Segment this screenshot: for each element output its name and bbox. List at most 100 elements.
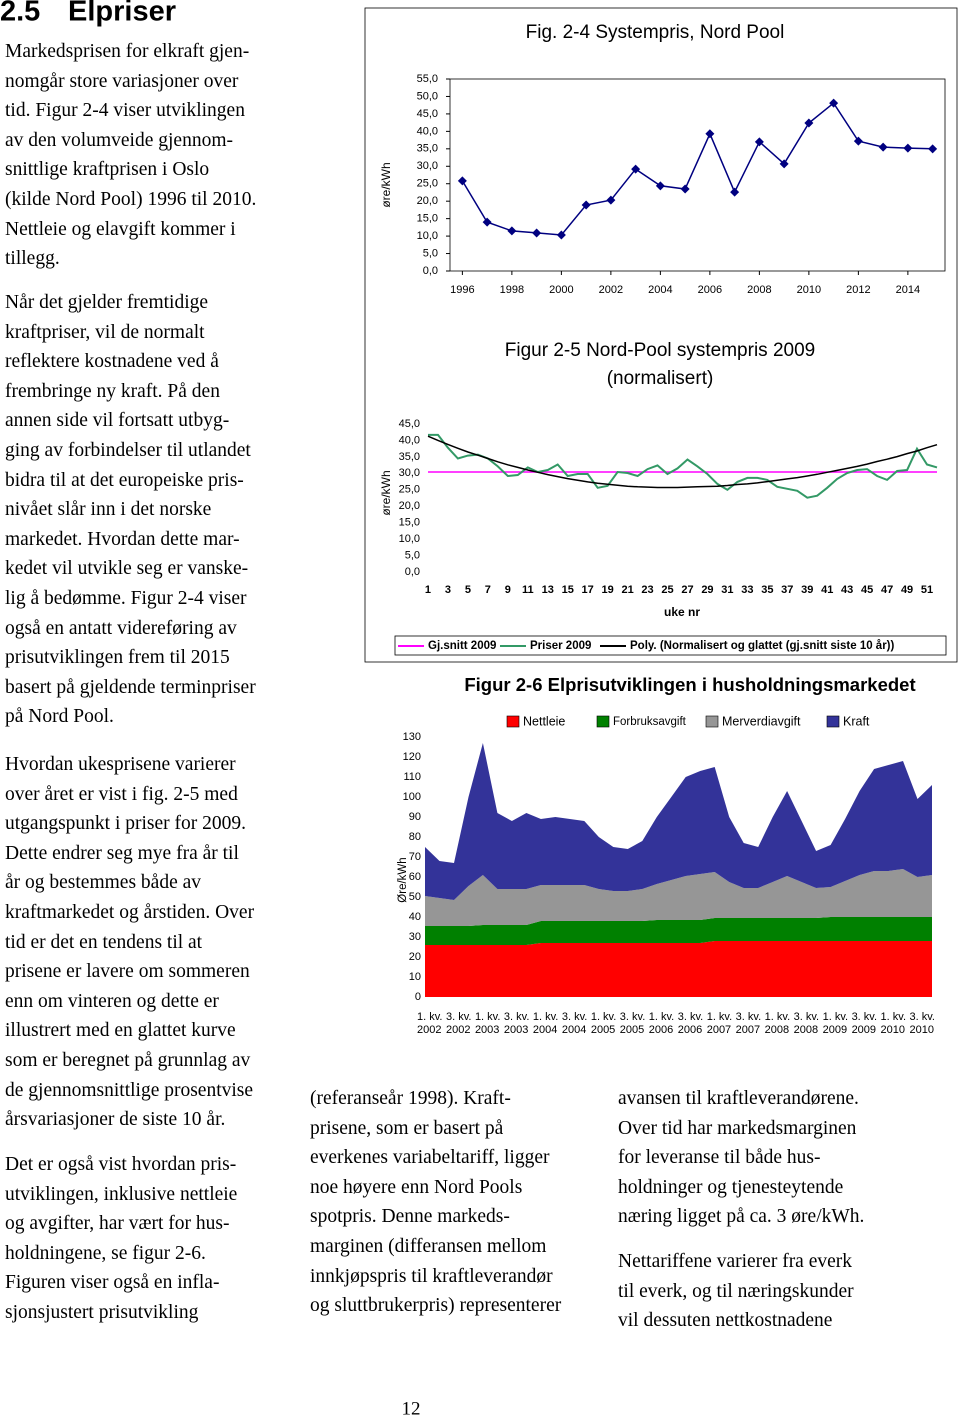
text-line: sjonsjustert prisutvikling bbox=[5, 1302, 199, 1323]
y-tick-label: 60 bbox=[409, 871, 421, 883]
text-line: kraftmarkedet og årstiden. Over bbox=[5, 902, 255, 923]
figure-frame bbox=[364, 7, 958, 663]
y-axis-label: øre/kWh bbox=[379, 470, 393, 515]
text-line: ging av forbindelser til utlandet bbox=[5, 440, 251, 461]
text-line: nomgår store variasjoner over bbox=[5, 70, 239, 92]
x-tick-label: 25 bbox=[661, 584, 673, 596]
x-tick-label: 3. kv. 2005 bbox=[619, 1011, 646, 1036]
x-tick-label: 3 bbox=[445, 584, 451, 596]
x-tick-label: 1. kv. 2002 bbox=[417, 1011, 443, 1036]
point-marker bbox=[730, 187, 740, 197]
legend-swatch bbox=[705, 715, 719, 728]
point-marker bbox=[878, 142, 888, 152]
x-tick-label: 51 bbox=[921, 584, 933, 596]
text-line: på Nord Pool. bbox=[5, 706, 114, 728]
text-line: spotpris. Denne markeds- bbox=[310, 1206, 510, 1228]
x-tick-label: 15 bbox=[562, 584, 574, 596]
text-line: Hvordan ukesprisene varierer bbox=[5, 754, 236, 775]
x-tick-label: 1 bbox=[425, 584, 431, 596]
x-tick-label: 17 bbox=[582, 584, 594, 596]
text-line: Når det gjelder fremtidige bbox=[5, 292, 209, 313]
text-line: holdninger og tjenesteytende bbox=[618, 1176, 844, 1198]
text-line: de gjennomsnittlige prosentvise bbox=[5, 1079, 254, 1101]
x-tick-label: 1. kv. 2010 bbox=[880, 1011, 907, 1036]
y-tick-label: 5,0 bbox=[423, 247, 438, 259]
x-tick-label: 23 bbox=[641, 584, 653, 596]
text-line: (kilde Nord Pool) 1996 til 2010. bbox=[5, 189, 257, 210]
text-line: snittlige kraftprisen i Oslo bbox=[5, 159, 210, 181]
point-marker bbox=[507, 226, 517, 236]
x-tick-label: 2010 bbox=[797, 284, 821, 296]
x-tick-label: 45 bbox=[861, 584, 873, 596]
chart-title: Fig. 2-4 Systempris, Nord Pool bbox=[526, 22, 785, 43]
text-line: år og bestemmes både av bbox=[5, 872, 202, 894]
x-tick-label: 13 bbox=[542, 584, 554, 596]
text-line: enn om vinteren og dette er bbox=[5, 990, 219, 1012]
y-tick-label: 40,0 bbox=[417, 125, 438, 137]
point-marker bbox=[581, 200, 591, 210]
y-tick-label: 50,0 bbox=[417, 90, 438, 102]
y-tick-label: 30 bbox=[409, 931, 421, 943]
y-tick-label: 20,0 bbox=[399, 500, 420, 512]
y-tick-label: 110 bbox=[403, 771, 421, 783]
x-tick-label: 11 bbox=[522, 584, 534, 596]
legend-label: Priser 2009 bbox=[530, 640, 591, 652]
point-marker bbox=[754, 137, 764, 147]
chart-title: Figur 2-5 Nord-Pool systempris 2009 bbox=[505, 340, 815, 361]
text-line: tid er det en tendens til at bbox=[5, 931, 203, 953]
text-line: lig å bedømme. Figur 2-4 viser bbox=[5, 588, 247, 609]
y-tick-label: 120 bbox=[403, 751, 421, 763]
text-line: av den volumveide gjennom- bbox=[5, 129, 233, 151]
x-tick-label: 2004 bbox=[648, 284, 672, 296]
x-tick-label: 1. kv. 2007 bbox=[706, 1011, 733, 1036]
text-line: til everk, og til næringskunder bbox=[618, 1280, 854, 1302]
text-line: frembringe ny kraft. På den bbox=[5, 380, 220, 402]
x-tick-label: 39 bbox=[801, 584, 813, 596]
x-tick-label: 37 bbox=[781, 584, 793, 596]
point-marker bbox=[853, 136, 863, 146]
section-number: 2.5 bbox=[0, 0, 40, 28]
text-line: avansen til kraftleverandørene. bbox=[618, 1088, 859, 1109]
x-tick-label: 1998 bbox=[500, 284, 524, 296]
y-tick-label: 90 bbox=[409, 811, 421, 823]
x-tick-label: 29 bbox=[701, 584, 713, 596]
legend-label: Gj.snitt 2009 bbox=[428, 640, 496, 652]
text-line: bidra til at det europeiske pris- bbox=[5, 469, 244, 491]
x-tick-label: 1. kv. 2004 bbox=[532, 1011, 559, 1036]
y-axis-label: øre/kWh bbox=[379, 162, 393, 207]
point-marker bbox=[655, 181, 665, 191]
text-line: Markedsprisen for elkraft gjen- bbox=[5, 41, 250, 62]
x-tick-label: 43 bbox=[841, 584, 853, 596]
legend-label: Nettleie bbox=[523, 714, 565, 728]
x-tick-label: 3. kv. 2010 bbox=[909, 1011, 935, 1036]
legend-label: Forbruksavgift bbox=[613, 716, 687, 728]
text-line: og avgifter, har vært for hus- bbox=[5, 1213, 230, 1235]
text-line: illustrert med en glattet kurve bbox=[5, 1020, 236, 1042]
point-marker bbox=[482, 217, 492, 227]
x-tick-label: 47 bbox=[881, 584, 893, 596]
y-tick-label: 130 bbox=[403, 731, 421, 743]
x-tick-label: 3. kv. 2007 bbox=[735, 1011, 762, 1036]
point-marker bbox=[532, 228, 542, 238]
legend-label: Poly. (Normalisert og glattet (gj.snitt … bbox=[630, 640, 895, 652]
stacked-area bbox=[425, 941, 932, 997]
text-line: Nettleie og elavgift kommer i bbox=[5, 218, 236, 240]
x-tick-label: 2012 bbox=[846, 284, 870, 296]
x-tick-label: 31 bbox=[721, 584, 733, 596]
text-line: Det er også vist hvordan pris- bbox=[5, 1154, 237, 1175]
y-tick-label: 100 bbox=[403, 791, 421, 803]
x-tick-label: 3. kv. 2008 bbox=[793, 1011, 820, 1036]
x-tick-label: 5 bbox=[465, 584, 471, 596]
point-marker bbox=[680, 184, 690, 194]
y-tick-label: 0,0 bbox=[423, 265, 438, 277]
x-tick-label: 2002 bbox=[599, 284, 623, 296]
x-tick-label: 1. kv. 2006 bbox=[648, 1011, 675, 1036]
y-tick-label: 50 bbox=[409, 891, 421, 903]
y-tick-label: 40 bbox=[409, 911, 421, 923]
x-tick-label: 49 bbox=[901, 584, 913, 596]
point-marker bbox=[556, 230, 566, 240]
point-marker bbox=[779, 159, 789, 169]
point-marker bbox=[631, 164, 641, 174]
text-line: tillegg. bbox=[5, 248, 60, 270]
